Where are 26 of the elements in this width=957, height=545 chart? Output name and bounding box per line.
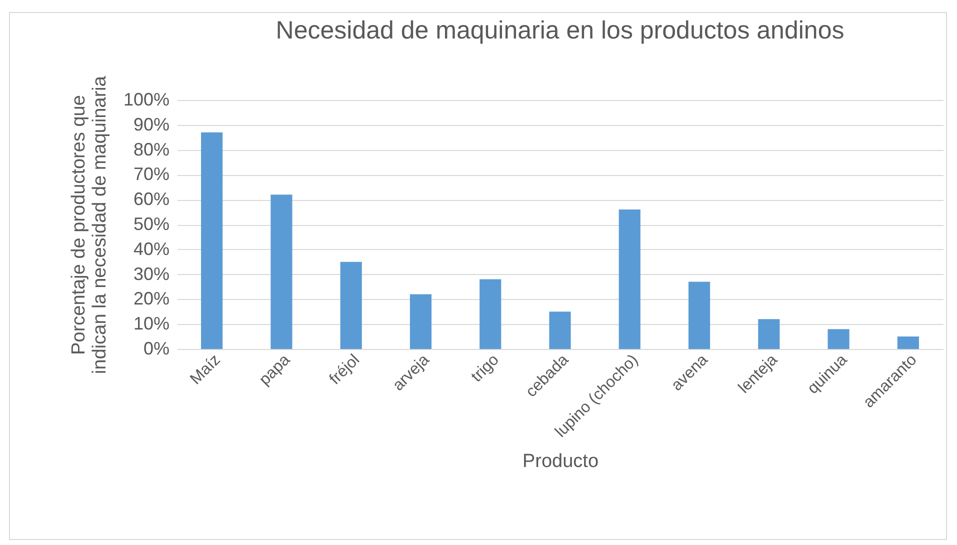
y-tick-label: 90% <box>133 114 170 134</box>
y-tick-label: 10% <box>133 314 170 334</box>
y-tick-label: 40% <box>133 238 170 259</box>
bar <box>688 282 710 349</box>
y-tick-label: 20% <box>133 288 170 309</box>
bar <box>270 194 292 349</box>
y-tick-label: 50% <box>133 214 170 234</box>
y-tick-label: 80% <box>133 139 170 160</box>
y-tick-label: 30% <box>133 264 170 284</box>
bar <box>480 279 502 349</box>
bar <box>897 336 919 349</box>
bar <box>340 262 362 349</box>
y-tick-label: 60% <box>133 189 170 210</box>
y-axis-title: Porcentaje de productores que indican la necesidad de maquinaria <box>68 76 110 374</box>
bar <box>549 312 571 349</box>
bar <box>758 319 780 349</box>
y-tick-label: 100% <box>123 90 170 110</box>
y-tick-label: 0% <box>143 338 170 358</box>
bar <box>828 329 850 349</box>
x-axis-title: Producto <box>522 451 599 472</box>
bar <box>618 210 640 349</box>
bar <box>201 132 223 349</box>
chart-title: Necesidad de maquinaria en los productos andinos <box>276 16 844 45</box>
bar <box>410 294 432 349</box>
x-tick-label: trigo <box>468 351 502 386</box>
y-tick-label: 70% <box>133 164 170 184</box>
